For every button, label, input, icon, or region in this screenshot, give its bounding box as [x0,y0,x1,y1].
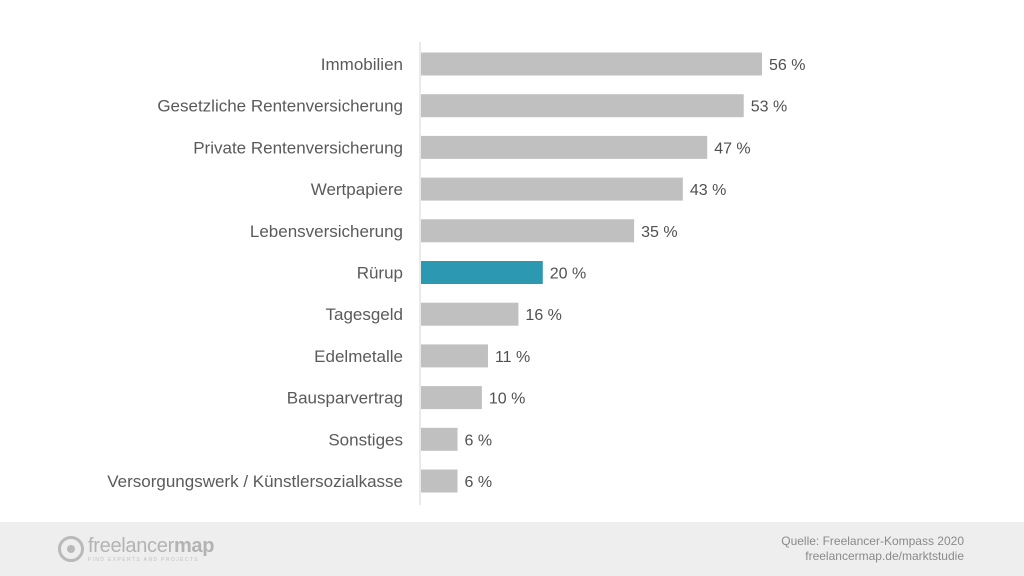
value-label: 20 % [550,266,586,283]
logo-mark-icon [58,536,84,562]
bar-edelmetalle [421,344,488,368]
category-label: Private Rentenversicherung [193,138,403,157]
category-label: Immobilien [321,55,403,74]
bar-gesetzliche-rentenversicherung [421,94,744,118]
bar-immobilien [421,52,762,76]
value-label: 47 % [714,140,750,157]
bar-rürup [421,261,543,284]
value-label: 43 % [690,182,726,199]
category-label: Wertpapiere [311,180,403,199]
value-label: 56 % [769,57,805,74]
value-label: 6 % [465,474,493,491]
source-note: Quelle: Freelancer-Kompass 2020 freelanc… [781,534,964,564]
category-label: Gesetzliche Rentenversicherung [157,97,403,116]
category-label: Versorgungswerk / Künstlersozialkasse [107,472,403,491]
source-line: Quelle: Freelancer-Kompass 2020 [781,534,964,548]
value-label: 16 % [525,307,561,324]
freelancermap-logo: freelancermap FIND EXPERTS AND PROJECTS [58,532,214,566]
bar-lebensversicherung [421,219,635,243]
category-label: Tagesgeld [325,305,403,324]
category-label: Sonstiges [328,430,403,449]
footer: freelancermap FIND EXPERTS AND PROJECTS … [0,522,1024,576]
bars-group: Immobilien 56 % Gesetzliche Rentenversiche… [107,52,805,493]
value-label: 35 % [641,224,677,241]
value-label: 11 % [495,349,530,366]
value-label: 6 % [465,432,493,449]
bar-sonstiges [421,427,458,451]
brand-name-part1: freelancer [88,534,174,557]
category-label: Lebensversicherung [250,222,403,241]
bar-bausparvertrag [421,386,482,410]
category-label: Edelmetalle [314,347,403,366]
bar-chart: Immobilien 56 % Gesetzliche Rentenversiche… [107,42,805,505]
category-label: Rürup [357,264,403,283]
value-label: 10 % [489,391,525,408]
brand-name: freelancermap [88,536,214,556]
bar-private-rentenversicherung [421,135,708,159]
value-label: 53 % [751,99,787,116]
brand-name-part2: map [173,534,215,557]
bar-tagesgeld [421,302,519,326]
brand-tagline: FIND EXPERTS AND PROJECTS [88,556,200,563]
bar-versorgungswerk-künstlersozialkasse [421,469,458,493]
source-url: freelancermap.de/marktstudie [805,549,964,563]
bar-wertpapiere [421,177,683,201]
category-label: Bausparvertrag [287,389,403,408]
